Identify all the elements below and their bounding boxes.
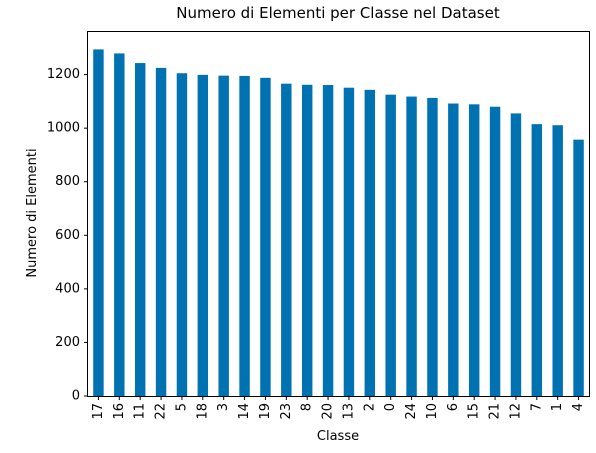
x-tick-label: 3 [216,403,231,411]
y-tick-label: 1000 [47,121,80,136]
bar-class-0 [385,94,396,397]
y-tick-label: 200 [55,335,80,350]
y-tick-label: 600 [55,228,80,243]
x-tick-label: 19 [258,403,273,420]
bar-class-17 [93,49,104,396]
bar-class-15 [468,104,480,396]
x-tick-label: 15 [467,403,482,420]
bar-class-12 [510,113,522,397]
x-tick-label: 0 [383,403,398,411]
x-tick-label: 21 [488,403,503,420]
x-tick-label: 6 [446,403,461,411]
bar-class-6 [448,103,459,396]
bar-class-16 [114,53,125,397]
bar-class-21 [489,106,501,396]
x-axis: 17 16 11 22 5 18 3 14 19 23 8 20 13 2 0 24 10 6 15 21 12 7 1 4 [91,396,586,420]
x-tick-label: 8 [300,403,315,411]
x-tick-label: 22 [154,403,169,420]
bar-class-1 [552,125,563,397]
bar-class-18 [197,74,209,397]
y-axis-label: Numero di Elementi [25,148,40,277]
bar-class-7 [531,124,543,396]
bar-class-8 [301,84,313,397]
bar-class-2 [364,89,376,396]
bar-class-11 [134,63,146,396]
bar-class-14 [239,75,250,397]
bar-class-4 [573,139,584,397]
bar-class-22 [155,67,167,396]
chart-title: Numero di Elementi per Classe nel Datase… [176,4,500,22]
x-tick-label: 5 [174,403,189,411]
x-tick-label: 17 [91,403,106,420]
x-tick-label: 2 [362,403,377,411]
y-tick-label: 0 [72,389,80,404]
plot-frame [87,31,590,397]
x-tick-label: 23 [279,403,294,420]
bar-class-3 [218,75,229,396]
x-tick-label: 12 [508,403,523,420]
x-tick-label: 16 [112,403,127,420]
x-tick-label: 18 [195,403,210,420]
x-tick-label: 7 [529,403,544,411]
x-tick-label: 11 [133,403,148,420]
x-axis-label: Classe [317,429,359,444]
y-tick-label: 1200 [47,67,80,82]
bar-class-19 [260,77,271,397]
bar-class-5 [176,73,188,396]
bars-layer [93,49,584,397]
x-tick-label: 13 [341,403,356,420]
x-tick-label: 10 [425,403,440,420]
y-tick-label: 400 [55,281,80,296]
x-tick-label: 1 [550,403,565,411]
x-tick-label: 20 [321,403,336,420]
bar-class-24 [406,96,417,397]
y-axis: 0 200 400 600 800 1000 1200 [47,67,88,404]
x-tick-label: 24 [404,403,419,420]
y-tick-label: 800 [55,174,80,189]
bar-class-23 [281,83,292,396]
x-tick-label: 4 [571,403,586,411]
bar-class-20 [322,85,334,396]
bar-class-10 [427,97,438,396]
bar-class-13 [343,87,355,397]
x-tick-label: 14 [237,403,252,420]
